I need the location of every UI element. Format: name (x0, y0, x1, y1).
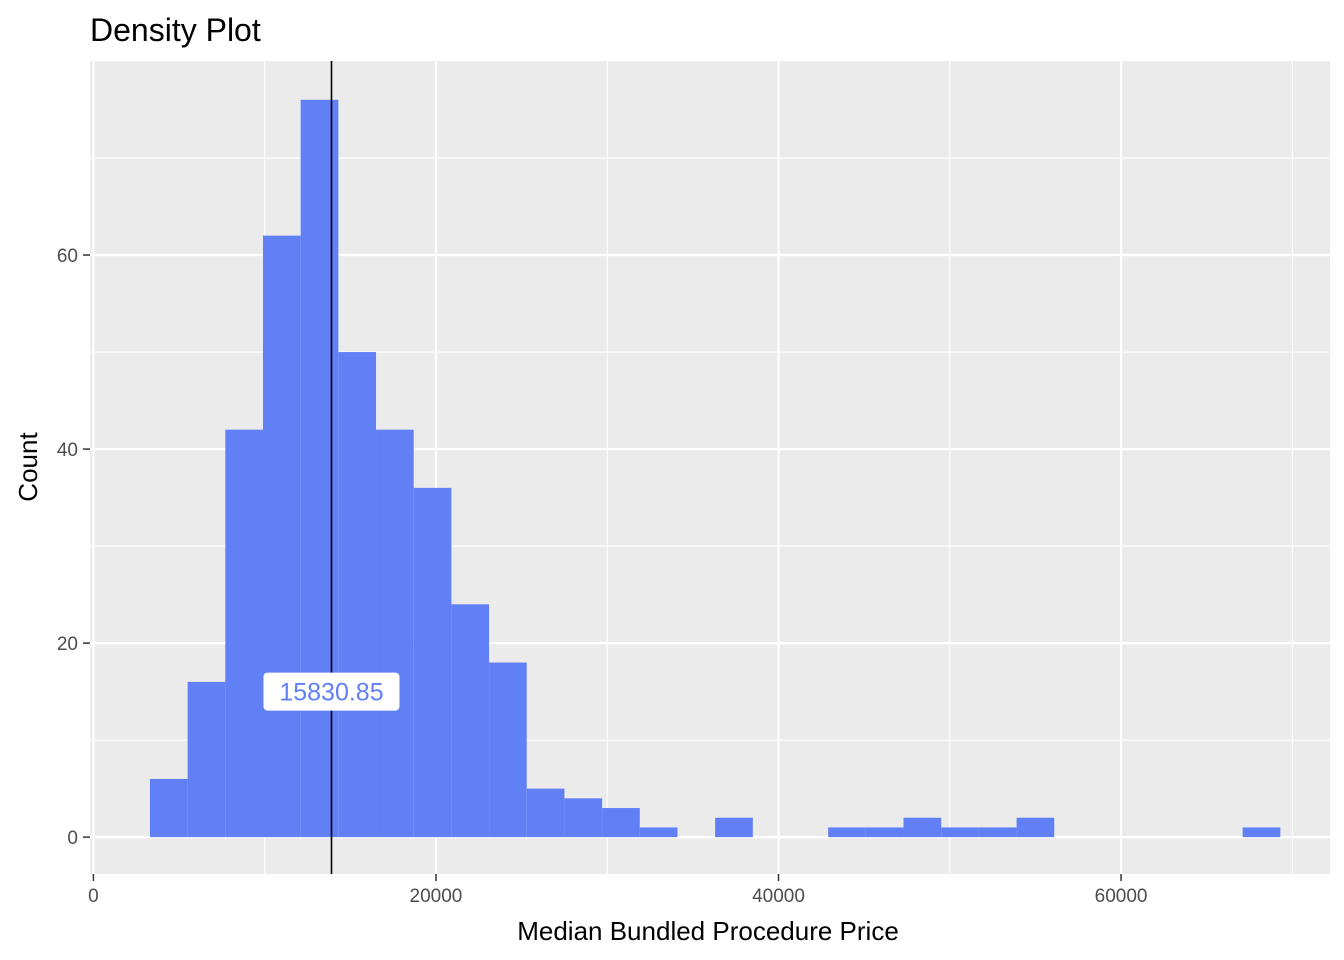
histogram-bar (715, 817, 753, 838)
chart-title: Density Plot (90, 12, 261, 48)
histogram-bar (828, 827, 866, 838)
x-tick-label: 60000 (1095, 886, 1148, 907)
histogram-bar (639, 827, 678, 838)
y-tick-label: 0 (67, 828, 78, 849)
histogram-bar (262, 235, 301, 838)
x-tick-label: 40000 (752, 886, 805, 907)
histogram-bar (451, 604, 490, 838)
y-axis-ticks: 0 20 40 60 (57, 246, 90, 849)
y-tick-label: 40 (57, 440, 78, 461)
histogram-bar (225, 429, 263, 838)
y-axis-title: Count (13, 432, 43, 502)
histogram-bar (489, 662, 527, 838)
median-annotation-label: 15830.85 (279, 679, 383, 707)
histogram-bar (1016, 817, 1055, 838)
histogram-bar (338, 352, 377, 838)
histogram-bar (602, 808, 640, 838)
histogram-bar (564, 798, 603, 838)
y-tick-label: 20 (57, 634, 78, 655)
x-tick-label: 20000 (410, 886, 463, 907)
histogram-bar (376, 429, 414, 838)
x-axis-ticks: 0 20000 40000 60000 (88, 874, 1147, 907)
x-tick-label: 0 (88, 886, 99, 907)
x-axis-title: Median Bundled Procedure Price (517, 916, 899, 946)
histogram-bar (413, 487, 452, 838)
histogram-bar (187, 681, 226, 838)
median-annotation: 15830.85 (263, 672, 400, 711)
median-annotation-box (263, 672, 400, 711)
histogram-bar (526, 788, 565, 838)
histogram-bar (865, 827, 904, 838)
histogram-bar (941, 827, 979, 838)
histogram-bar (149, 778, 188, 838)
histogram-bar (978, 827, 1017, 838)
histogram-bar (1242, 827, 1281, 838)
y-tick-label: 60 (57, 246, 78, 267)
histogram-bar (300, 99, 339, 838)
histogram-bars (149, 99, 1281, 838)
histogram-bar (903, 817, 942, 838)
